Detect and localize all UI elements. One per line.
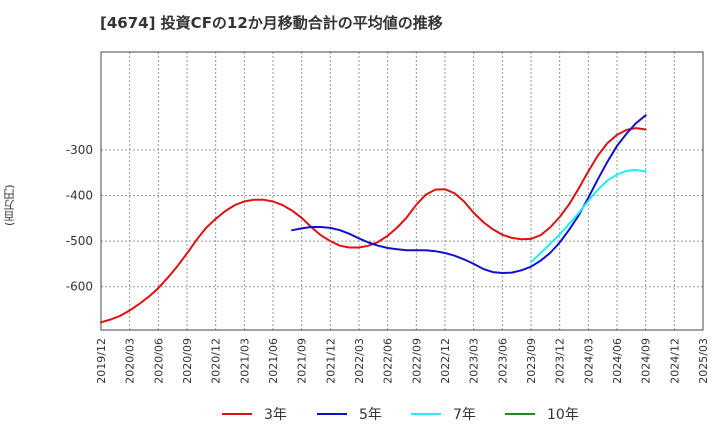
x-tick-label: 2023/09 — [525, 338, 538, 384]
chart-title: [4674] 投資CFの12か月移動合計の平均値の推移 — [100, 14, 443, 32]
series-lines — [100, 114, 647, 324]
x-tick-label: 2024/03 — [582, 338, 595, 384]
x-tick-label: 2024/09 — [640, 338, 653, 384]
y-tick-label: -400 — [66, 189, 93, 203]
x-tick-label: 2024/06 — [611, 338, 624, 384]
grid — [100, 52, 704, 330]
legend-label-3: 10年 — [547, 407, 579, 423]
x-tick-label: 2023/12 — [554, 338, 567, 384]
x-tick-label: 2022/03 — [353, 338, 366, 384]
x-tick-labels: 2019/12 2020/03 2020/06 2020/09 2020/12 2021/… — [95, 338, 710, 384]
legend-label-0: 3年 — [264, 407, 287, 423]
series-line-1 — [291, 114, 647, 274]
x-tick-label: 2020/06 — [152, 338, 165, 384]
plot-area-frame — [100, 51, 704, 331]
legend: 3年 5年 7年 10年 — [222, 407, 579, 423]
legend-label-1: 5年 — [359, 407, 382, 423]
x-tick-label: 2023/06 — [496, 338, 509, 384]
y-tick-label: -300 — [66, 143, 93, 157]
x-tick-label: 2024/12 — [668, 338, 681, 384]
x-tick-label: 2020/09 — [181, 338, 194, 384]
x-tick-label: 2022/06 — [382, 338, 395, 384]
x-tick-label: 2019/12 — [95, 338, 108, 384]
x-tick-label: 2021/09 — [296, 338, 309, 384]
x-tick-label: 2020/12 — [210, 338, 223, 384]
y-tick-labels: -300 -400 -500 -600 — [66, 143, 93, 294]
y-tick-label: -500 — [66, 234, 93, 248]
x-tick-label: 2021/12 — [324, 338, 337, 384]
y-tick-label: -600 — [66, 280, 93, 294]
x-tick-label: 2021/03 — [238, 338, 251, 384]
series-line-0 — [100, 127, 647, 324]
x-tick-label: 2020/03 — [124, 338, 137, 384]
x-tick-label: 2022/09 — [410, 338, 423, 384]
x-tick-label: 2025/03 — [697, 338, 710, 384]
x-tick-label: 2021/06 — [267, 338, 280, 384]
x-tick-label: 2023/03 — [468, 338, 481, 384]
legend-label-2: 7年 — [453, 407, 476, 423]
x-tick-label: 2022/12 — [439, 338, 452, 384]
series-line-2 — [530, 169, 647, 264]
